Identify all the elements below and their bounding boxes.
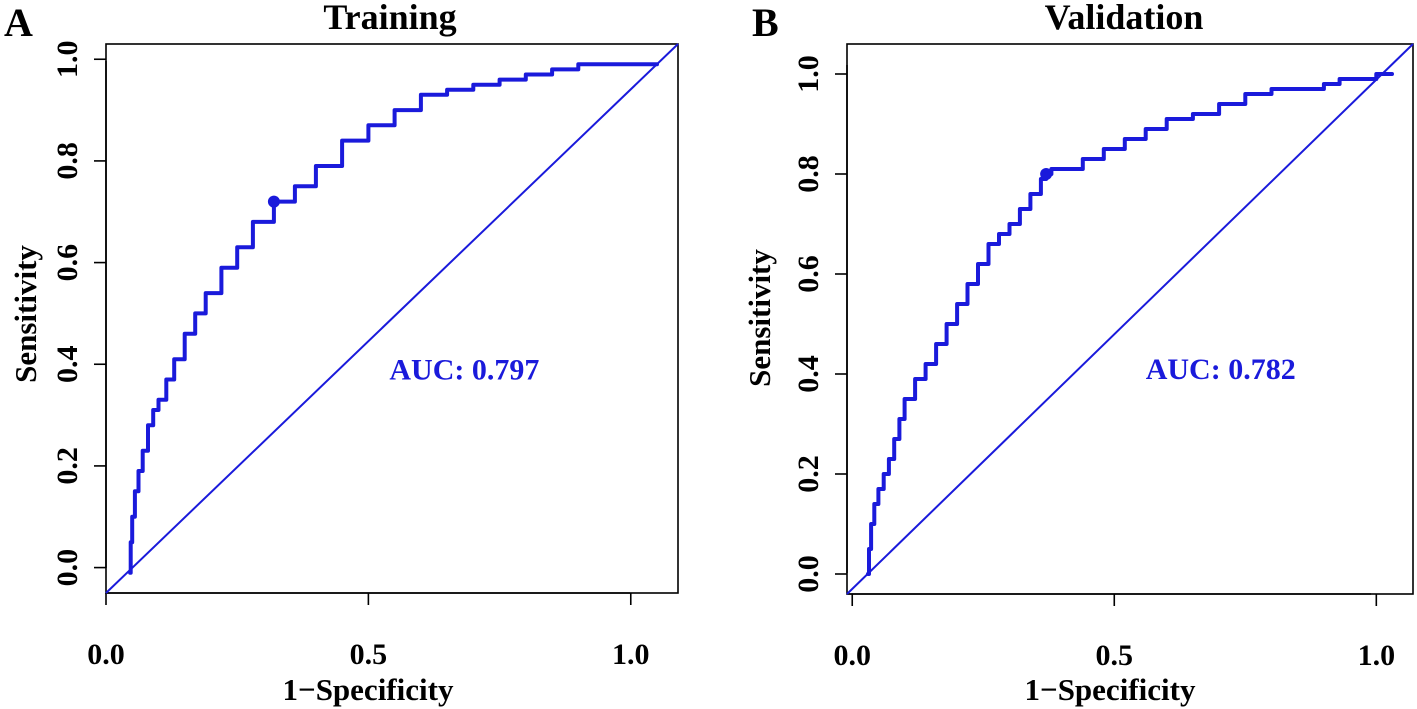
x-ticks-validation: 0.0 0.5 1.0 (833, 594, 1395, 672)
y-axis-title-validation: Sensitivity (742, 249, 777, 387)
reference-diagonal-validation (846, 43, 1414, 595)
y-axis-title-training: Sensitivity (8, 245, 43, 383)
roc-curve-training (128, 62, 659, 575)
x-axis-title-validation: 1−Specificity (1025, 672, 1196, 707)
auc-label-training: AUC: 0.797 (389, 354, 539, 387)
panel-letter-b: B (752, 0, 779, 45)
y-tick-label-validation-0: 0.0 (792, 555, 825, 593)
y-tick-label-validation-3: 0.6 (792, 255, 825, 293)
x-tick-label-training-1: 0.5 (350, 638, 388, 671)
y-tick-label-validation-4: 0.8 (792, 155, 825, 193)
x-tick-label-validation-1: 0.5 (1096, 639, 1134, 672)
x-tick-label-training-0: 0.0 (87, 638, 125, 671)
y-tick-label-validation-1: 0.2 (792, 455, 825, 493)
panel-training: A Training 0.0 0.5 1.0 0.00.20.40.60.81.0 … (4, 0, 679, 707)
y-tick-label-training-1: 0.2 (51, 447, 84, 485)
y-tick-label-training-0: 0.0 (51, 549, 84, 587)
x-axis-title-training: 1−Specificity (283, 672, 454, 707)
x-tick-label-validation-2: 1.0 (1358, 639, 1396, 672)
chart-title-training: Training (323, 0, 456, 37)
y-tick-label-training-2: 0.4 (51, 346, 84, 384)
x-ticks-training: 0.0 0.5 1.0 (87, 593, 650, 671)
y-tick-label-validation-2: 0.4 (792, 355, 825, 393)
threshold-point-validation (1040, 168, 1053, 180)
y-tick-label-training-4: 0.8 (51, 142, 84, 180)
panel-validation: B Validation 0.0 0.5 1.0 0.0 0.2 0.4 0.6 0.8 1.… (742, 0, 1414, 707)
x-tick-label-training-2: 1.0 (612, 638, 650, 671)
y-tick-label-validation-5: 1.0 (792, 55, 825, 93)
y-ticks-training: 0.0 0.2 0.4 0.6 0.8 1.0 (51, 41, 106, 587)
y-tick-label-training-5: 1.0 (51, 41, 84, 79)
reference-diagonal-training (105, 43, 679, 594)
y-tick-label-training-3: 0.6 (51, 244, 84, 282)
panel-letter-a: A (4, 0, 33, 45)
roc-curve-validation (866, 72, 1394, 576)
auc-label-validation: AUC: 0.782 (1146, 353, 1296, 386)
chart-title-validation: Validation (1045, 0, 1204, 37)
x-tick-label-validation-0: 0.0 (833, 639, 871, 672)
threshold-point-training (267, 195, 280, 208)
y-ticks-validation: 0.0 0.2 0.4 0.6 0.8 1.0 (792, 55, 847, 593)
